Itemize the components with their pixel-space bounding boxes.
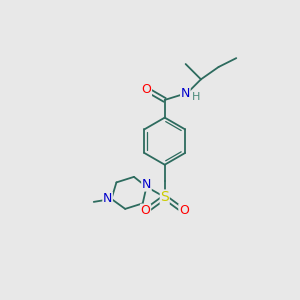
Text: N: N	[142, 178, 151, 191]
Text: O: O	[141, 204, 151, 217]
Text: N: N	[103, 193, 112, 206]
Text: S: S	[160, 190, 169, 204]
Text: H: H	[192, 92, 200, 102]
Text: N: N	[181, 87, 190, 100]
Text: O: O	[179, 204, 189, 217]
Text: O: O	[142, 83, 152, 96]
